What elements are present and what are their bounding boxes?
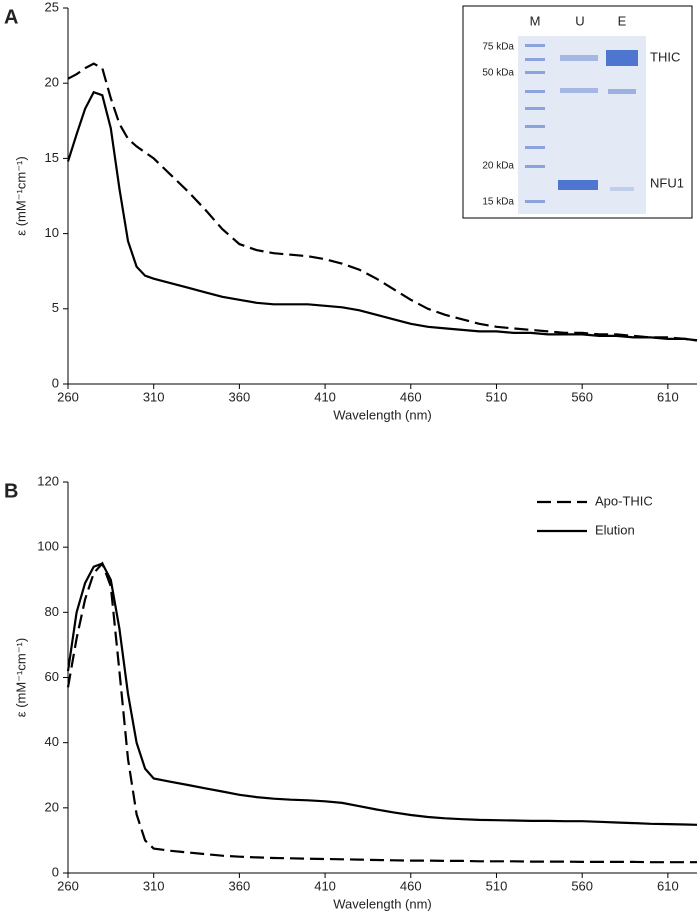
y-tick-label: 20	[45, 75, 59, 90]
x-tick-label: 510	[486, 389, 508, 404]
gel-inset: M U E 75 kDa 50 kDa 20 kDa 15 kDa THIC NFU1	[462, 5, 693, 219]
y-tick-label: 0	[52, 375, 59, 390]
y-tick-label: 0	[52, 864, 59, 879]
y-tick-label: 120	[37, 473, 59, 488]
marker-label: 15 kDa	[482, 197, 514, 208]
y-tick-label: 20	[45, 799, 59, 814]
panel-label: B	[4, 480, 18, 502]
y-tick-label: 10	[45, 225, 59, 240]
y-tick-label: 100	[37, 539, 59, 554]
y-tick-label: 40	[45, 734, 59, 749]
band-label: THIC	[650, 49, 680, 64]
x-tick-label: 510	[486, 878, 508, 893]
marker-label: 50 kDa	[482, 68, 514, 79]
x-tick-label: 310	[143, 389, 165, 404]
x-tick-label: 610	[657, 878, 679, 893]
x-axis-title: Wavelength (nm)	[333, 896, 432, 911]
y-tick-label: 5	[52, 300, 59, 315]
marker-label: 75 kDa	[482, 42, 514, 53]
x-tick-label: 410	[314, 389, 336, 404]
lane-label: M	[530, 13, 541, 28]
legend-label: Elution	[595, 522, 635, 537]
data-line	[66, 561, 697, 864]
x-tick-label: 560	[571, 389, 593, 404]
x-tick-label: 360	[229, 389, 251, 404]
x-tick-label: 560	[571, 878, 593, 893]
x-tick-label: 310	[143, 878, 165, 893]
x-tick-label: 360	[229, 878, 251, 893]
gel-bands	[525, 44, 638, 203]
legend-label: Apo-THIC	[595, 493, 653, 508]
y-axis-title: ε (mM⁻¹cm⁻¹)	[13, 638, 28, 717]
lane-label: U	[575, 13, 584, 28]
data-line	[66, 562, 698, 826]
x-tick-label: 410	[314, 878, 336, 893]
x-tick-label: 460	[400, 389, 422, 404]
x-axis-title: Wavelength (nm)	[333, 407, 432, 422]
x-tick-label: 610	[657, 389, 679, 404]
x-tick-label: 260	[57, 878, 79, 893]
lane-label: E	[618, 13, 627, 28]
data-line	[67, 62, 698, 342]
y-tick-label: 15	[45, 150, 59, 165]
x-tick-label: 260	[57, 389, 79, 404]
band-label: NFU1	[650, 175, 684, 190]
marker-label: 20 kDa	[482, 161, 514, 172]
panel-label: A	[4, 6, 18, 28]
y-tick-label: 60	[45, 669, 59, 684]
y-tick-label: 25	[45, 0, 59, 14]
y-axis-title: ε (mM⁻¹cm⁻¹)	[13, 156, 28, 235]
x-tick-label: 460	[400, 878, 422, 893]
y-tick-label: 80	[45, 604, 59, 619]
data-line	[66, 90, 698, 342]
